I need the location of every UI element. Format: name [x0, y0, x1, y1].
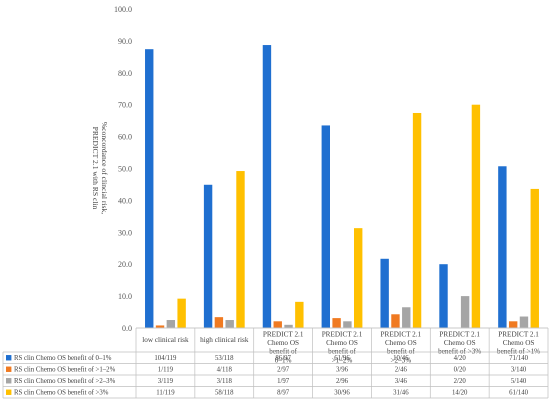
data-table: RS clin Chemo OS benefit of 0–1% 104/119 5… [2, 327, 549, 399]
bar [284, 324, 293, 328]
legend-swatch [6, 389, 12, 395]
table-cell: 3/140 [511, 367, 527, 374]
legend-label: RS clin Chemo OS benefit of 0–1% [14, 355, 112, 362]
table-cell: 4/20 [454, 355, 467, 362]
bar [498, 166, 507, 328]
y-tick-label: 10.0 [118, 292, 132, 301]
bar [155, 325, 165, 328]
bar [343, 321, 352, 328]
bar [508, 321, 518, 328]
bar [439, 264, 448, 328]
table-cell: 61/140 [509, 390, 528, 397]
table-cell: 86/97 [275, 355, 291, 362]
table-cell: 61/96 [334, 355, 350, 362]
bar [214, 317, 224, 328]
legend-label: RS clin Chemo OS benefit of >3% [14, 390, 109, 397]
y-tick-label: 40.0 [118, 196, 132, 205]
table-cell: 104/119 [154, 355, 177, 362]
category-label-line: 0–1% [275, 356, 292, 364]
y-axis-ticks: 0.0 10.0 20.0 30.0 40.0 50.0 60.0 70.0 80.0 90.0 1… [114, 5, 132, 333]
y-tick-label: 90.0 [118, 37, 132, 46]
bar [203, 184, 213, 328]
table-cell: 2/46 [395, 367, 408, 374]
bar [460, 296, 470, 328]
bars [136, 45, 548, 329]
y-axis-label: %concordance of clincial risk,PREDICT 2.… [91, 122, 109, 214]
table-cell: 5/140 [511, 378, 527, 385]
category-label-line: low clinical risk [142, 336, 189, 344]
bar [354, 228, 363, 328]
y-tick-label: 0.0 [122, 324, 132, 333]
table-cell: 10/46 [393, 355, 409, 362]
y-tick-label: 70.0 [118, 101, 132, 110]
category-label-line: PREDICT 2.1 [381, 331, 422, 339]
bar [471, 104, 481, 328]
legend-swatch [6, 378, 12, 384]
bar [236, 171, 245, 328]
legend-swatch [6, 355, 12, 361]
table-cell: 8/97 [277, 390, 290, 397]
legend-label: RS clin Chemo OS benefit of >1–2% [14, 367, 116, 374]
table-cell: 71/140 [509, 355, 528, 362]
table-cell: 2/97 [277, 367, 290, 374]
table-cell: 53/118 [215, 355, 234, 362]
table-cell: 3/118 [217, 378, 233, 385]
category-label-line: >1–2% [332, 356, 353, 364]
category-label: high clinical risk [200, 336, 249, 344]
y-axis-title-line: %concordance of clincial risk, [100, 122, 109, 214]
category-label-line: PREDICT 2.1 [322, 331, 363, 339]
y-tick-label: 30.0 [118, 228, 132, 237]
y-tick-label: 60.0 [118, 133, 132, 142]
category-label-line: PREDICT 2.1 [439, 331, 480, 339]
table-cell: 0/20 [454, 367, 467, 374]
bar [530, 188, 539, 328]
bar [332, 318, 341, 328]
table-cell: 2/96 [336, 378, 349, 385]
table-cell: 58/118 [215, 390, 234, 397]
bar [273, 321, 282, 328]
category-label-line: Chemo OS [267, 339, 299, 347]
table-cell: 1/119 [158, 367, 174, 374]
bar [177, 298, 186, 328]
bar [519, 316, 529, 328]
category-label-line: Chemo OS [326, 339, 358, 347]
bar [145, 49, 154, 328]
category-label-line: Chemo OS [385, 339, 417, 347]
table-cell: 4/118 [217, 367, 233, 374]
y-tick-label: 100.0 [114, 5, 132, 14]
bar [262, 45, 272, 329]
table-cell: 1/97 [277, 378, 290, 385]
table-cell: 11/119 [156, 390, 175, 397]
y-tick-label: 50.0 [118, 165, 132, 174]
table-cell: 14/20 [452, 390, 468, 397]
table-cell: 31/46 [393, 390, 409, 397]
bar [295, 301, 304, 328]
bar [225, 320, 234, 328]
bar [402, 307, 411, 328]
category-label-line: PREDICT 2.1 [498, 331, 539, 339]
bar [380, 258, 389, 328]
category-label-line: high clinical risk [200, 336, 249, 344]
category-label-line: >2–3% [390, 356, 411, 364]
table-cell: 2/20 [454, 378, 467, 385]
table-cell: 3/46 [395, 378, 408, 385]
legend-swatch [6, 366, 12, 372]
bar [321, 125, 330, 328]
bar [391, 314, 400, 328]
category-label-line: PREDICT 2.1 [263, 331, 304, 339]
y-axis-title: %concordance of clincial risk,PREDICT 2.… [91, 122, 109, 214]
table-cell: 30/96 [334, 390, 350, 397]
table-cell: 3/96 [336, 367, 349, 374]
table-cell: 3/119 [158, 378, 174, 385]
y-tick-label: 80.0 [118, 69, 132, 78]
legend-label: RS clin Chemo OS benefit of >2–3% [14, 378, 116, 385]
category-label-line: Chemo OS [444, 339, 476, 347]
category-label-line: Chemo OS [503, 339, 535, 347]
y-axis-title-line: PREDICT 2.1 with RS clin [91, 127, 100, 210]
y-tick-label: 20.0 [118, 260, 132, 269]
bar [166, 320, 176, 328]
category-label: low clinical risk [142, 336, 189, 344]
bar [412, 112, 422, 329]
